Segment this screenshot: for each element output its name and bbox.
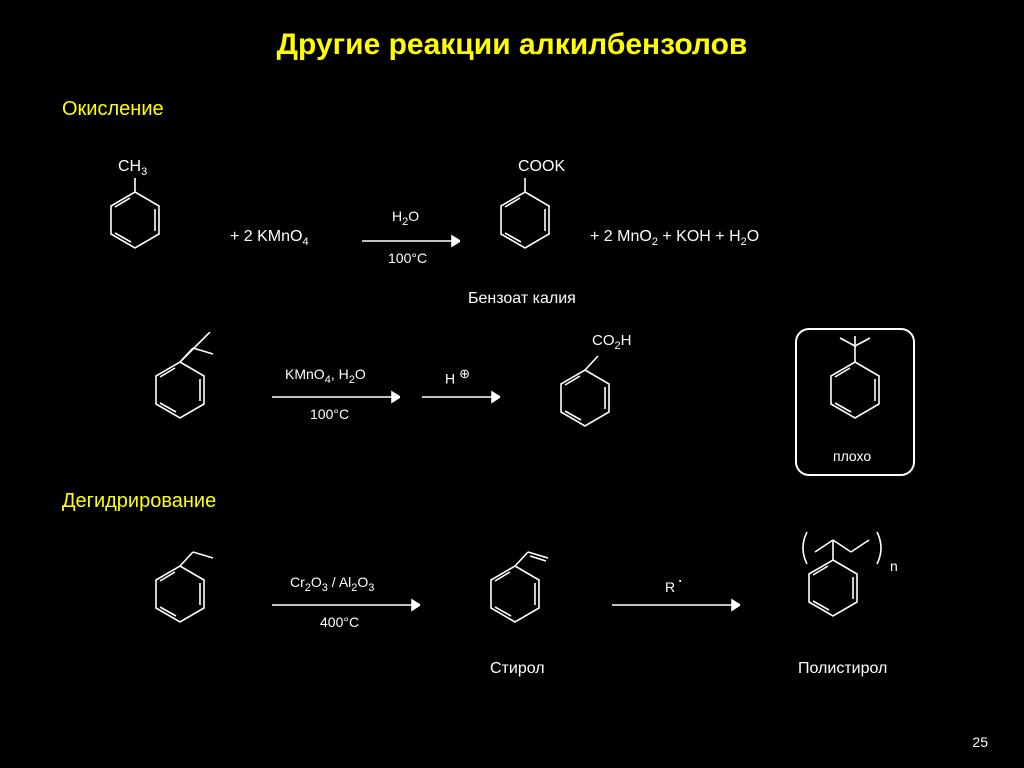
section-oxidation: Окисление [62,98,164,121]
rxn2-arrow2-top: H⊕ [445,366,466,387]
rxn3-arrow1-bottom: 400°C [320,614,359,630]
rxn2-arrow2 [420,390,500,404]
styrene-structure [480,536,560,630]
rxn3-arrow2 [610,598,740,612]
ethylbenzene2-structure [145,536,225,630]
rxn2-arrow1-bottom: 100°C [310,406,349,422]
rxn1-reagent: + 2 KMnO4 [230,228,309,248]
polystyrene-label: Полистирол [798,660,887,678]
benzoic-acid-structure [550,348,630,436]
cook-label: COOK [518,158,565,176]
section-dehydrogenation: Дегидрирование [62,490,216,513]
rxn1-arrow-bottom: 100°C [388,250,427,266]
toluene-structure [100,178,170,256]
ch3-label: CH3 [118,158,147,178]
rxn1-arrow-top: H2O [392,208,419,228]
bad-label: плохо [833,448,871,464]
rxn3-arrow2-top: R· [665,576,681,597]
polystyrene-structure [795,528,915,638]
rxn2-arrow1 [270,390,400,404]
polystyrene-n: n [890,558,898,574]
rxn1-arrow [360,234,460,248]
slide-title: Другие реакции алкилбензолов [0,0,1024,62]
tbu-benzene-structure [815,336,895,436]
benzoate-label: Бензоат калия [468,290,576,308]
benzoate-structure [490,178,560,256]
ethylbenzene-structure [145,332,225,426]
page-number: 25 [972,734,988,750]
rxn3-arrow1-top: Cr2O3 / Al2O3 [290,574,374,594]
styrene-label: Стирол [490,660,545,678]
rxn3-arrow1 [270,598,420,612]
rxn1-products: + 2 MnO2 + KOH + H2O [590,228,759,248]
rxn2-arrow1-top: KMnO4, H2O [285,366,366,386]
